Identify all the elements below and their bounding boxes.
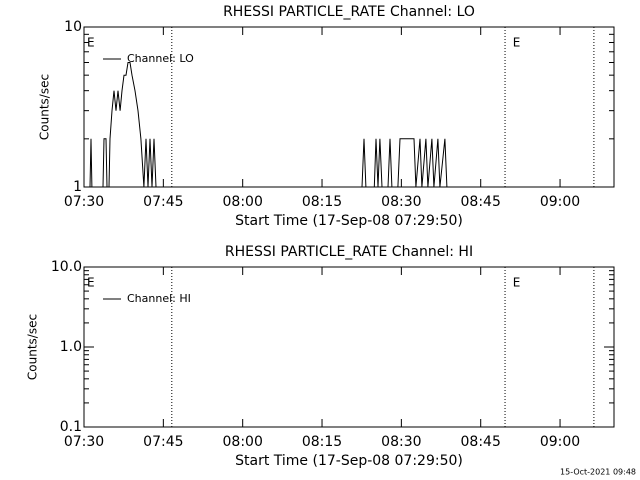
data-line xyxy=(84,62,448,188)
chart-title: RHESSI PARTICLE_RATE Channel: LO xyxy=(223,4,475,20)
y-tick-label: 1 xyxy=(73,179,82,195)
y-axis-label: Counts/sec xyxy=(38,74,52,140)
x-tick-label: 08:00 xyxy=(223,194,263,210)
annotation: E xyxy=(513,36,521,50)
annotation: E xyxy=(87,36,95,50)
y-tick-label: 10.0 xyxy=(51,259,82,275)
x-tick-label: 08:30 xyxy=(381,434,421,450)
x-tick-label: 08:45 xyxy=(461,434,501,450)
x-tick-label: 07:30 xyxy=(64,434,104,450)
chart-title: RHESSI PARTICLE_RATE Channel: HI xyxy=(225,244,473,260)
y-axis-label: Counts/sec xyxy=(26,314,40,380)
legend-label: Channel: LO xyxy=(127,52,194,65)
y-tick-label: 1.0 xyxy=(60,339,82,355)
x-tick-label: 08:30 xyxy=(381,194,421,210)
x-tick-label: 07:45 xyxy=(143,434,183,450)
x-axis-label: Start Time (17-Sep-08 07:29:50) xyxy=(235,453,463,469)
x-tick-label: 09:00 xyxy=(540,194,580,210)
x-tick-label: 09:00 xyxy=(540,434,580,450)
y-tick-label: 10 xyxy=(64,19,82,35)
x-tick-label: 08:15 xyxy=(302,194,342,210)
legend-label: Channel: HI xyxy=(127,292,191,305)
x-tick-label: 08:15 xyxy=(302,434,342,450)
annotation: E xyxy=(87,276,95,290)
x-tick-label: 08:00 xyxy=(223,434,263,450)
x-tick-label: 07:30 xyxy=(64,194,104,210)
y-tick-label: 0.1 xyxy=(60,419,82,435)
annotation: E xyxy=(513,276,521,290)
x-axis-label: Start Time (17-Sep-08 07:29:50) xyxy=(235,213,463,229)
footer-timestamp: 15-Oct-2021 09:48 xyxy=(560,468,636,477)
x-tick-label: 07:45 xyxy=(143,194,183,210)
x-tick-label: 08:45 xyxy=(461,194,501,210)
